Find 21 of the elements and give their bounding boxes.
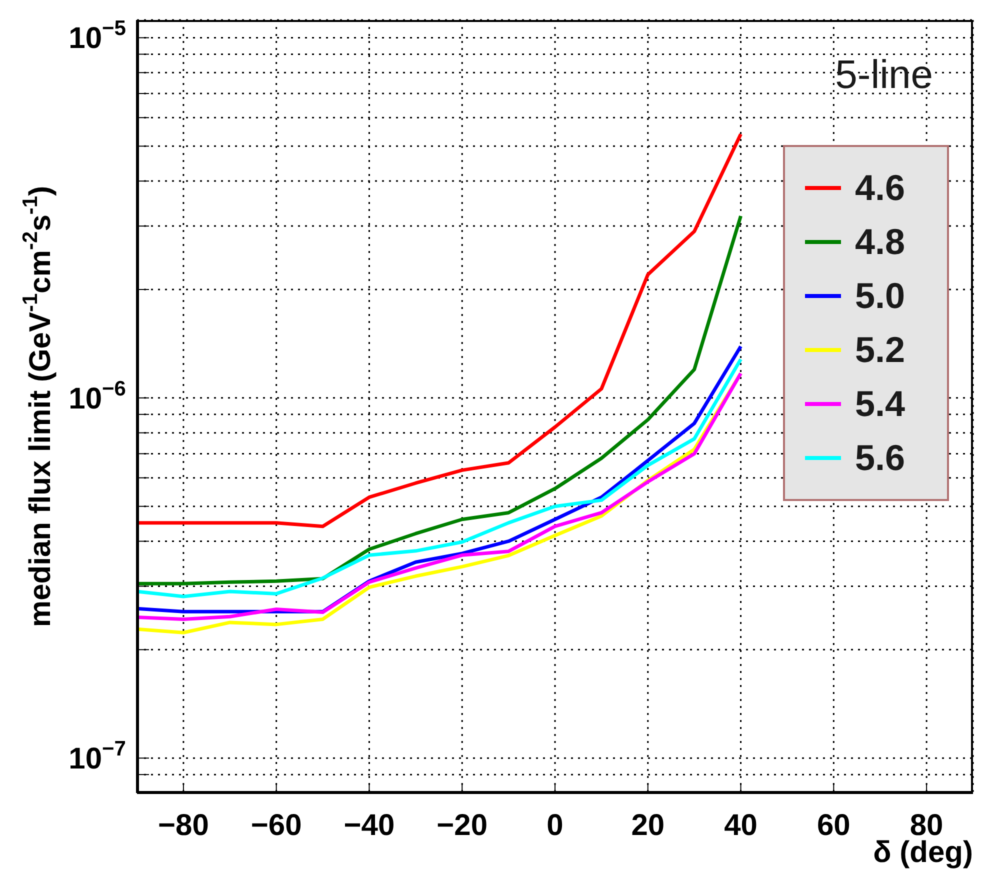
annotation: 5-line	[835, 53, 933, 98]
y-tick-label: 10$^{−5}$	[68, 18, 126, 56]
legend-label: 4.6	[855, 167, 906, 209]
x-tick-label: 0	[546, 809, 564, 842]
x-tick-label: −20	[436, 809, 488, 842]
x-tick-label: 40	[724, 809, 758, 842]
legend-label: 5.0	[855, 275, 906, 317]
legend-label: 5.4	[855, 383, 906, 425]
line-series	[137, 132, 743, 528]
x-tick-label: −80	[158, 809, 209, 842]
legend-label: 5.2	[855, 329, 906, 371]
legend-label: 4.8	[855, 221, 906, 263]
legend-label: 5.6	[855, 437, 906, 479]
line-series	[137, 214, 743, 586]
y-tick-label: 10$^{−6}$	[68, 378, 126, 416]
x-tick-label: 60	[816, 809, 850, 842]
x-axis-title: δ (deg)	[873, 836, 973, 869]
x-tick-label: −40	[344, 809, 395, 842]
x-tick-label: 20	[631, 809, 665, 842]
x-tick-label: −60	[250, 809, 302, 842]
y-tick-label: 10$^{−7}$	[68, 738, 126, 776]
